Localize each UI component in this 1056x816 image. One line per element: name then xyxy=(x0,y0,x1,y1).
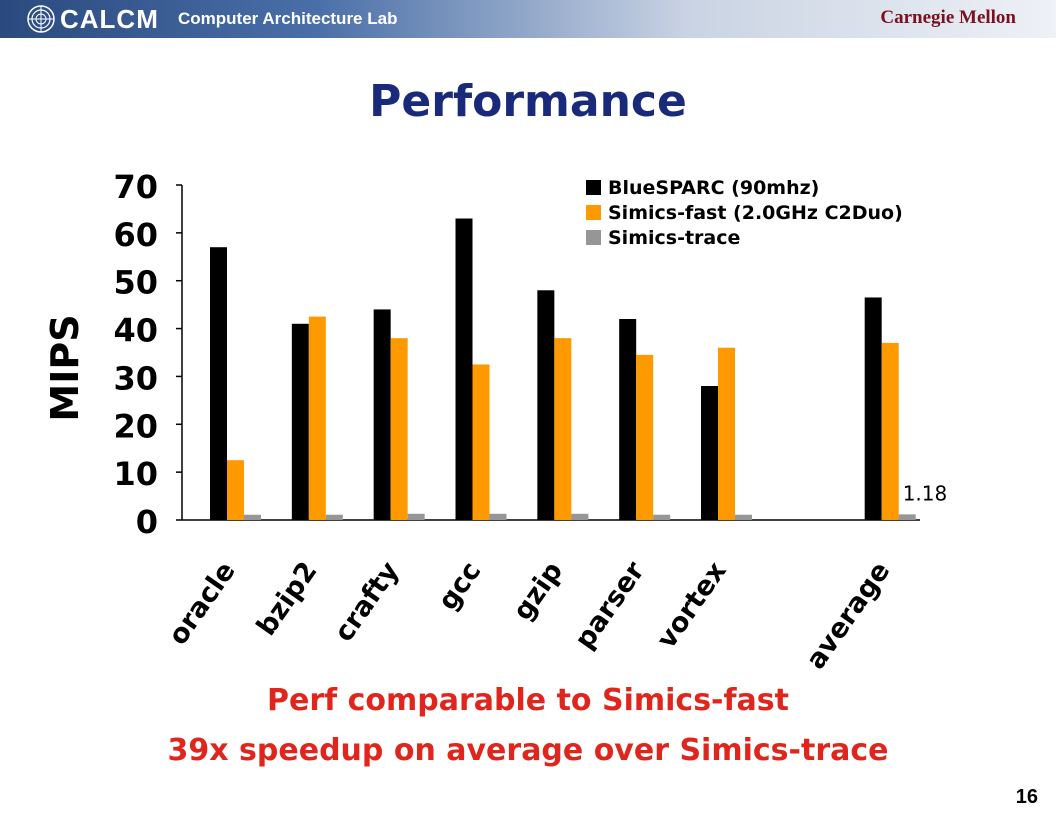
bar xyxy=(308,316,326,520)
bar xyxy=(653,514,671,520)
bar xyxy=(898,514,916,520)
x-tick-label: gcc xyxy=(432,556,487,616)
y-tick-label: 70 xyxy=(113,168,158,206)
legend-swatch xyxy=(586,180,601,195)
y-tick-label: 30 xyxy=(113,359,158,397)
bar-chart: 0 10 20 30 40 50 60 70 1.18 oracle bzip2 crafty gc… xyxy=(43,168,948,675)
legend-label: Simics-fast (2.0GHz C2Duo) xyxy=(608,202,903,224)
x-axis-labels: oracle bzip2 crafty gcc gzip parser vortex aver… xyxy=(163,556,897,675)
bar xyxy=(718,347,736,520)
brand-name: CALCM xyxy=(60,4,159,34)
bar xyxy=(881,342,899,520)
bar xyxy=(455,218,473,520)
bar xyxy=(619,319,637,520)
legend: BlueSPARC (90mhz) Simics-fast (2.0GHz C2D… xyxy=(586,177,903,249)
bar xyxy=(472,364,490,520)
caption-line-1: Perf comparable to Simics-fast xyxy=(267,683,789,718)
bar xyxy=(554,338,572,520)
y-tick-label: 10 xyxy=(113,455,158,493)
bar xyxy=(735,514,753,520)
data-label: 1.18 xyxy=(903,481,948,505)
x-tick-label: vortex xyxy=(651,556,733,654)
bar xyxy=(291,323,309,520)
y-axis-label: MIPS xyxy=(43,314,87,421)
x-tick-label: crafty xyxy=(329,556,406,648)
x-tick-label: average xyxy=(800,556,896,675)
bar xyxy=(864,297,882,520)
y-tick-label: 0 xyxy=(136,503,158,541)
caption-line-2: 39x speedup on average over Simics-trace xyxy=(167,733,889,768)
legend-swatch xyxy=(586,205,601,220)
lab-name: Computer Architecture Lab xyxy=(178,9,398,28)
legend-label: Simics-trace xyxy=(608,227,740,249)
bar xyxy=(244,514,261,520)
bar xyxy=(407,513,425,520)
bar xyxy=(701,386,719,520)
bar xyxy=(571,513,589,520)
page-number: 16 xyxy=(1015,786,1038,808)
bar xyxy=(227,460,244,520)
bar xyxy=(489,513,507,520)
x-tick-label: oracle xyxy=(163,556,242,650)
bar xyxy=(325,514,343,520)
bar xyxy=(636,354,654,520)
bar xyxy=(537,290,555,520)
x-tick-label: parser xyxy=(569,556,651,655)
bars: 1.18 xyxy=(210,218,948,520)
slide-title: Performance xyxy=(369,76,687,127)
y-tick-label: 50 xyxy=(113,264,158,302)
header-bar: CALCM Computer Architecture Lab Carnegie… xyxy=(0,0,1056,38)
y-tick-label: 40 xyxy=(113,312,158,350)
bar xyxy=(373,309,391,520)
calcm-logo-icon xyxy=(27,5,55,33)
bar xyxy=(210,247,227,520)
university-logo: Carnegie Mellon xyxy=(880,7,1016,28)
y-tick-label: 60 xyxy=(113,216,158,254)
y-axis: 0 10 20 30 40 50 60 70 xyxy=(113,168,920,541)
bar xyxy=(390,338,408,520)
y-tick-label: 20 xyxy=(113,407,158,445)
x-tick-label: gzip xyxy=(507,556,569,626)
legend-label: BlueSPARC (90mhz) xyxy=(608,177,819,199)
legend-swatch xyxy=(586,230,601,245)
x-tick-label: bzip2 xyxy=(251,556,324,641)
